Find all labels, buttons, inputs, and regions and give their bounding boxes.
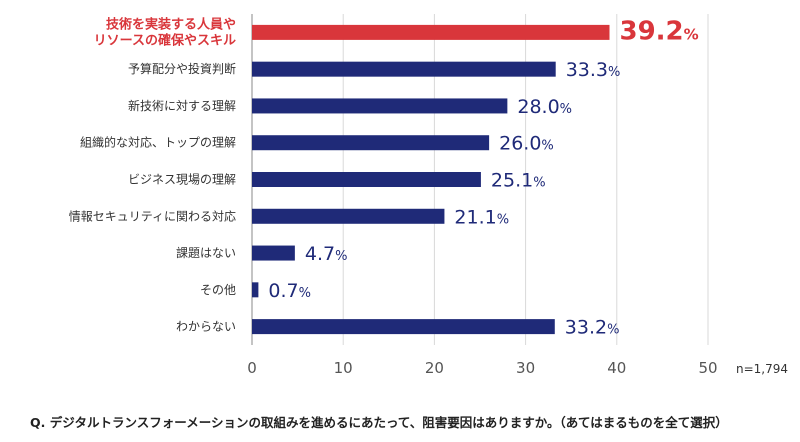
bar-6	[252, 208, 445, 224]
sample-size-label: n=1,794	[736, 362, 788, 376]
bar-1	[252, 24, 610, 40]
data-label: 4.7%	[305, 243, 348, 265]
x-tick-label: 50	[698, 359, 717, 377]
survey-question: Q. デジタルトランスフォーメーションの取組みを進めるにあたって、阻害要因はあり…	[30, 415, 728, 430]
x-tick-label: 20	[425, 359, 444, 377]
category-label: わからない	[176, 320, 236, 334]
category-label: 課題はない	[176, 245, 236, 260]
bar-8	[252, 282, 259, 298]
x-tick-label: 10	[334, 359, 353, 377]
data-label: 26.0%	[499, 133, 554, 155]
bar-9	[252, 319, 555, 335]
data-label: 39.2%	[620, 16, 699, 46]
bars	[252, 24, 610, 335]
bar-2	[252, 61, 556, 77]
category-labels: 技術を実装する人員やリソースの確保やスキル予算配分や投資判断新技術に対する理解組…	[69, 16, 236, 333]
category-label: 予算配分や投資判断	[128, 61, 236, 76]
bar-4	[252, 135, 490, 151]
bar-3	[252, 98, 508, 114]
x-axis-ticks: 0 10 20 30 40 50	[247, 359, 717, 377]
bar-7	[252, 245, 295, 261]
bar-5	[252, 172, 481, 187]
data-label: 28.0%	[517, 96, 572, 118]
category-label: その他	[200, 283, 236, 297]
data-label: 0.7%	[268, 280, 311, 302]
data-label: 33.3%	[566, 59, 621, 81]
x-tick-label: 0	[247, 359, 257, 377]
value-labels: 39.2% 33.3% 28.0% 26.0% 25.1% 21.1% 4.7% 0.7% 33…	[268, 16, 698, 338]
bar-chart: 技術を実装する人員やリソースの確保やスキル予算配分や投資判断新技術に対する理解組…	[69, 14, 788, 377]
category-label: 組織的な対応、トップの理解	[80, 135, 236, 150]
data-label: 25.1%	[491, 170, 546, 192]
x-tick-label: 30	[516, 359, 535, 377]
category-label: 情報セキュリティに関わる対応	[69, 209, 236, 223]
category-label: 技術を実装する人員やリソースの確保やスキル	[94, 16, 236, 48]
x-tick-label: 40	[607, 359, 626, 377]
category-label: ビジネス現場の理解	[128, 173, 236, 187]
data-label: 21.1%	[454, 206, 509, 228]
data-label: 33.2%	[565, 317, 620, 339]
category-label: 新技術に対する理解	[128, 98, 236, 113]
